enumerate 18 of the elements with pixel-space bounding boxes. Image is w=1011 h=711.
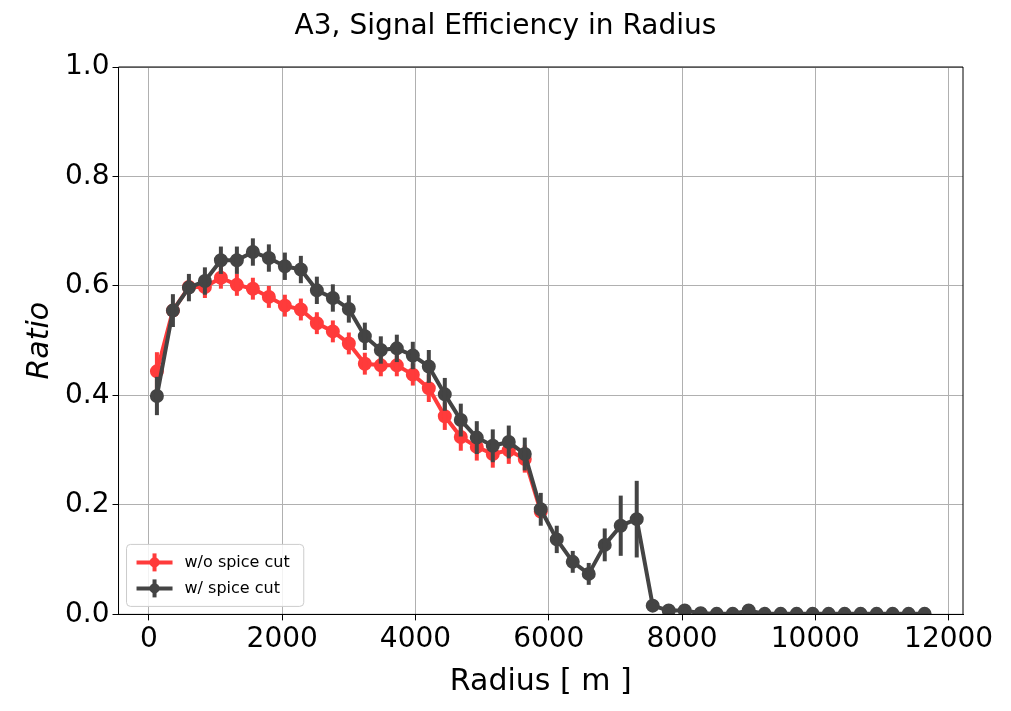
x-tick-label: 8000 xyxy=(646,621,718,655)
x-axis-title: Radius [ m ] xyxy=(449,661,632,697)
y-tick-label: 0.2 xyxy=(65,486,110,520)
y-axis-title: Ratio xyxy=(19,301,55,380)
y-tick-label: 0.6 xyxy=(65,267,110,301)
y-tick-label: 0.0 xyxy=(65,595,110,629)
y-tick-label: 0.8 xyxy=(65,157,110,191)
x-tick-label: 4000 xyxy=(379,621,452,655)
legend-label: w/o spice cut xyxy=(184,551,290,571)
x-tick-label: 6000 xyxy=(513,621,585,655)
chart-title: A3, Signal Efficiency in Radius xyxy=(293,8,718,41)
x-tick-label: 2000 xyxy=(246,621,318,655)
x-tick-label: 10000 xyxy=(770,621,860,655)
x-tick-label: 0 xyxy=(140,621,158,655)
y-tick-label: 0.4 xyxy=(65,376,110,410)
legend-label: w/ spice cut xyxy=(184,577,280,597)
y-tick-label: 1.0 xyxy=(65,48,110,82)
x-tick-label: 12000 xyxy=(904,621,994,655)
